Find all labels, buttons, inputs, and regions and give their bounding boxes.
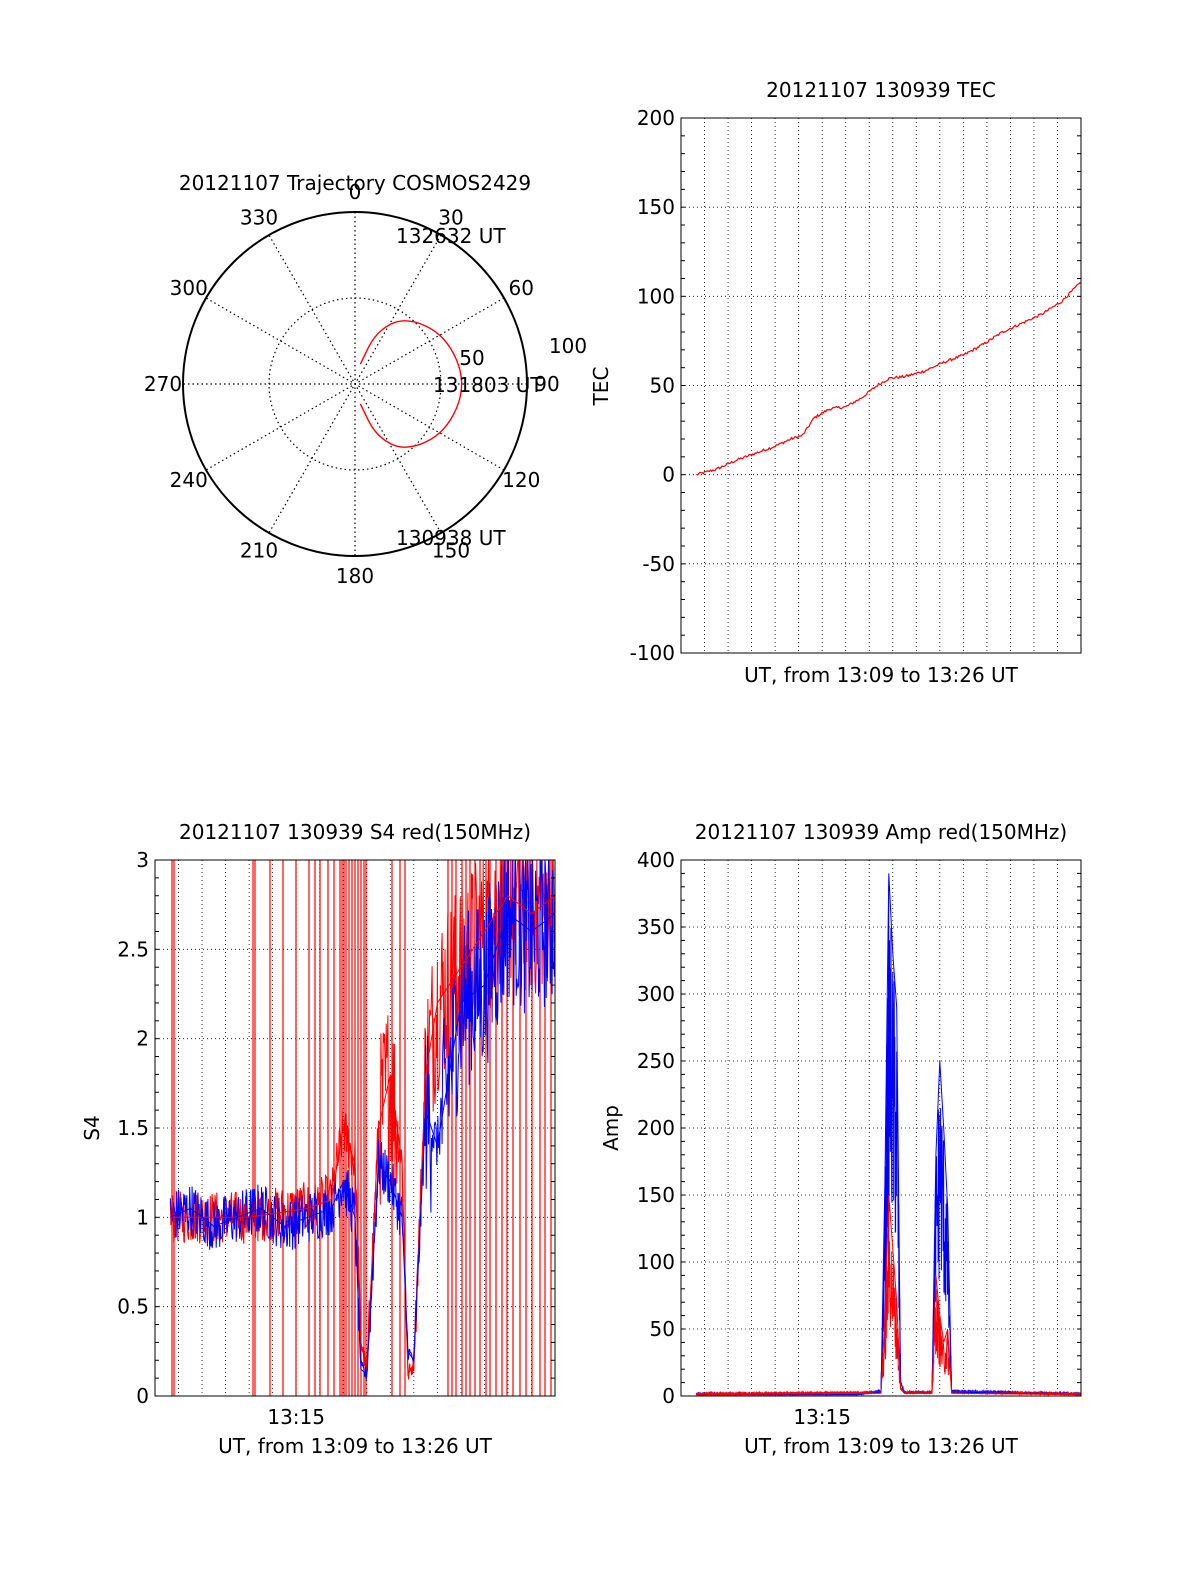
polar-angle-label: 0 [349,180,362,204]
s4-x-tick-label: 13:15 [267,1405,325,1429]
s4-blue-series-line [170,912,556,1376]
tec-y-tick-label: 150 [637,195,675,219]
amp-y-ticks: 0 50 100 150 200 250 300 350 400 [637,848,1081,1408]
amp-y-tick-label: 350 [637,915,675,939]
tec-plot: 20121107 130939 TEC -100-50050100150200 … [589,78,1082,687]
amp-y-tick-label: 400 [637,848,675,872]
amp-y-tick-label: 0 [662,1384,675,1408]
s4-y-tick-label: 1 [136,1205,149,1229]
amp-frame [680,859,1082,1397]
amp-red-series-line [696,1194,1082,1396]
tec-title: 20121107 130939 TEC [766,78,996,102]
amp-title: 20121107 130939 Amp red(150MHz) [695,820,1067,844]
polar-radius-label-100: 100 [549,334,587,358]
amp-x-ticks: 13:15 [793,1405,851,1429]
polar-spokes [183,212,527,556]
polar-angle-label: 330 [240,206,278,230]
tec-ylabel: TEC [589,367,613,407]
polar-angle-label: 240 [170,468,208,492]
amp-xlabel: UT, from 13:09 to 13:26 UT [744,1434,1019,1458]
s4-frame [154,859,556,1397]
s4-ylabel: S4 [80,1115,104,1140]
polar-angle-label: 270 [144,372,182,396]
amp-x-tick-label: 13:15 [793,1405,851,1429]
trajectory-title: 20121107 Trajectory COSMOS2429 [179,171,531,195]
trajectory-plot: 20121107 Trajectory COSMOS2429 0 30 60 90 12… [144,171,587,588]
tec-y-tick-label: 0 [662,463,675,487]
polar-angle-label: 150 [432,538,470,562]
polar-radius-label-50: 50 [459,346,484,370]
tec-frame [680,117,1082,654]
s4-title: 20121107 130939 S4 red(150MHz) [179,820,531,844]
polar-angle-label: 90 [534,372,559,396]
s4-red-spikes [171,860,552,1396]
s4-y-tick-label: 0.5 [117,1295,149,1319]
s4-x-ticks: 13:15 [267,1405,325,1429]
tec-grid [680,117,1082,654]
s4-red-series-line [170,894,556,1377]
polar-angle-labels: 0 30 60 90 120 150 180 210 240 270 300 330 [144,180,560,588]
amp-y-tick-label: 150 [637,1183,675,1207]
amp-y-tick-label: 250 [637,1049,675,1073]
amp-grid [680,859,1082,1397]
amp-y-tick-label: 300 [637,982,675,1006]
s4-y-ticks: 0 0.5 1 1.5 2 2.5 3 [117,848,555,1408]
amp-y-tick-label: 200 [637,1116,675,1140]
polar-angle-label: 300 [170,276,208,300]
tec-y-tick-label: -100 [630,641,675,665]
amp-noise-layer [695,886,1082,1397]
trajectory-start-time: 130938 UT [396,526,506,550]
tec-y-tick-label: 50 [650,374,675,398]
tec-y-ticks: -100 -50 0 50 100 150 200 [630,106,1081,665]
amp-y-tick-label: 50 [650,1317,675,1341]
s4-y-tick-label: 1.5 [117,1116,149,1140]
trajectory-line [359,320,463,448]
s4-plot: 20121107 130939 S4 red(150MHz) 0 0.5 1 1.5 2… [80,820,556,1458]
trajectory-mid-time: 131803 UT [433,373,543,397]
amp-y-tick-label: 100 [637,1250,675,1274]
s4-y-tick-label: 3 [136,848,149,872]
polar-angle-label: 210 [240,538,278,562]
s4-noise-layer [169,859,556,1381]
s4-y-tick-label: 2 [136,1027,149,1051]
tec-y-tick-label: -50 [642,552,675,576]
polar-angle-label: 120 [502,468,540,492]
polar-angle-label: 60 [509,276,534,300]
s4-red-noise [169,859,556,1380]
amp-plot: 20121107 130939 Amp red(150MHz) 0 50 100 15… [599,820,1082,1458]
s4-y-tick-label: 2.5 [117,937,149,961]
tec-y-tick-label: 200 [637,106,675,130]
polar-spoke [268,234,442,534]
s4-y-tick-label: 0 [136,1384,149,1408]
s4-xlabel: UT, from 13:09 to 13:26 UT [218,1434,493,1458]
amp-blue-series-line [696,873,1082,1396]
polar-angle-label: 180 [336,564,374,588]
trajectory-end-time: 132632 UT [396,224,506,248]
amp-ylabel: Amp [599,1105,623,1151]
polar-angle-label: 30 [438,206,463,230]
amp-red-noise [695,1206,1082,1397]
tec-xlabel: UT, from 13:09 to 13:26 UT [744,663,1019,687]
amp-blue-noise [695,886,1082,1397]
tec-series-line [696,282,1082,476]
tec-y-tick-label: 100 [637,284,675,308]
s4-blue-noise [169,859,556,1381]
